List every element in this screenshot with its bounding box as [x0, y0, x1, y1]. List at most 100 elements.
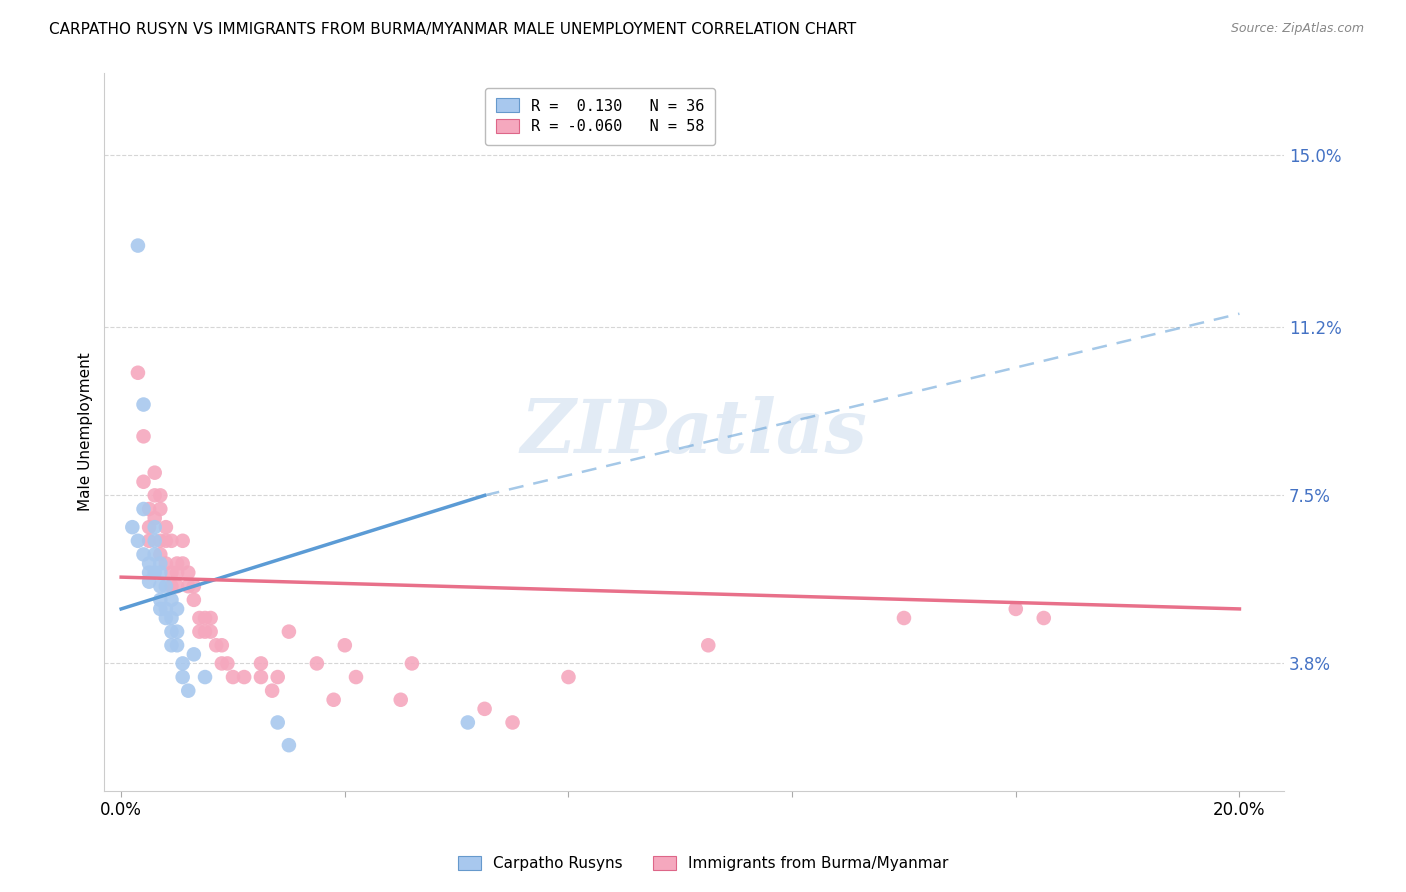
Point	[160, 579, 183, 593]
Point	[697, 638, 720, 652]
Point	[127, 366, 149, 380]
Point	[250, 670, 273, 684]
Point	[138, 502, 160, 516]
Point	[132, 398, 155, 412]
Point	[183, 579, 205, 593]
Point	[211, 638, 233, 652]
Point	[138, 566, 160, 580]
Point	[160, 611, 183, 625]
Legend: Carpatho Rusyns, Immigrants from Burma/Myanmar: Carpatho Rusyns, Immigrants from Burma/M…	[451, 850, 955, 877]
Point	[160, 592, 183, 607]
Point	[267, 670, 290, 684]
Point	[250, 657, 273, 671]
Point	[155, 579, 177, 593]
Point	[177, 579, 200, 593]
Point	[333, 638, 356, 652]
Point	[457, 715, 479, 730]
Point	[143, 511, 166, 525]
Point	[132, 475, 155, 489]
Point	[132, 548, 155, 562]
Point	[401, 657, 423, 671]
Point	[188, 624, 211, 639]
Point	[277, 738, 299, 752]
Point	[211, 657, 233, 671]
Point	[166, 624, 188, 639]
Point	[222, 670, 245, 684]
Point	[1032, 611, 1054, 625]
Point	[127, 238, 149, 252]
Point	[149, 566, 172, 580]
Point	[233, 670, 256, 684]
Point	[177, 683, 200, 698]
Point	[160, 566, 183, 580]
Point	[389, 692, 412, 706]
Point	[132, 502, 155, 516]
Point	[143, 566, 166, 580]
Point	[160, 624, 183, 639]
Point	[160, 533, 183, 548]
Point	[149, 592, 172, 607]
Point	[267, 715, 290, 730]
Point	[1004, 602, 1026, 616]
Point	[138, 520, 160, 534]
Point	[127, 533, 149, 548]
Point	[166, 638, 188, 652]
Point	[183, 592, 205, 607]
Point	[155, 602, 177, 616]
Point	[502, 715, 524, 730]
Point	[155, 557, 177, 571]
Text: CARPATHO RUSYN VS IMMIGRANTS FROM BURMA/MYANMAR MALE UNEMPLOYMENT CORRELATION CH: CARPATHO RUSYN VS IMMIGRANTS FROM BURMA/…	[49, 22, 856, 37]
Point	[200, 611, 222, 625]
Point	[172, 657, 194, 671]
Point	[155, 520, 177, 534]
Point	[194, 624, 217, 639]
Point	[172, 557, 194, 571]
Point	[149, 557, 172, 571]
Point	[160, 638, 183, 652]
Point	[177, 566, 200, 580]
Point	[344, 670, 367, 684]
Point	[205, 638, 228, 652]
Point	[166, 602, 188, 616]
Point	[474, 702, 496, 716]
Point	[277, 624, 299, 639]
Point	[183, 648, 205, 662]
Point	[172, 533, 194, 548]
Point	[262, 683, 284, 698]
Y-axis label: Male Unemployment: Male Unemployment	[79, 352, 93, 511]
Point	[172, 670, 194, 684]
Point	[149, 579, 172, 593]
Point	[305, 657, 328, 671]
Point	[149, 502, 172, 516]
Point	[138, 574, 160, 589]
Point	[893, 611, 915, 625]
Point	[217, 657, 239, 671]
Point	[138, 557, 160, 571]
Point	[166, 579, 188, 593]
Point	[194, 670, 217, 684]
Legend: R =  0.130   N = 36, R = -0.060   N = 58: R = 0.130 N = 36, R = -0.060 N = 58	[485, 87, 714, 145]
Point	[194, 611, 217, 625]
Point	[143, 488, 166, 502]
Point	[132, 429, 155, 443]
Point	[155, 611, 177, 625]
Point	[149, 488, 172, 502]
Point	[149, 533, 172, 548]
Point	[143, 548, 166, 562]
Point	[143, 533, 166, 548]
Point	[143, 466, 166, 480]
Point	[166, 566, 188, 580]
Point	[149, 602, 172, 616]
Point	[121, 520, 143, 534]
Point	[200, 624, 222, 639]
Point	[143, 520, 166, 534]
Text: ZIPatlas: ZIPatlas	[520, 395, 868, 468]
Point	[166, 557, 188, 571]
Point	[155, 533, 177, 548]
Point	[188, 611, 211, 625]
Point	[557, 670, 579, 684]
Point	[149, 548, 172, 562]
Point	[322, 692, 344, 706]
Point	[138, 533, 160, 548]
Text: Source: ZipAtlas.com: Source: ZipAtlas.com	[1230, 22, 1364, 36]
